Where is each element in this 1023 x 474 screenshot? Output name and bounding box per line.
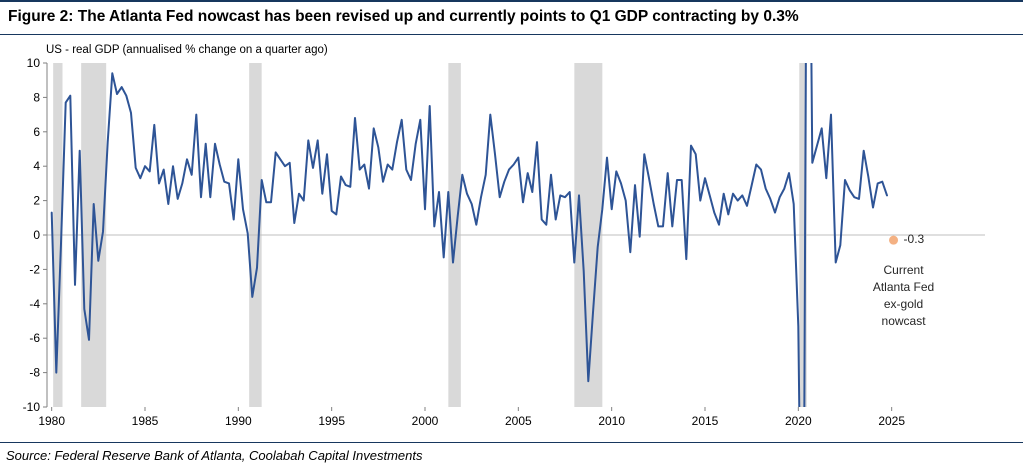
chart-subtitle: US - real GDP (annualised % change on a … bbox=[46, 44, 328, 56]
x-tick-label: 2000 bbox=[412, 414, 439, 428]
x-tick-label: 2025 bbox=[878, 414, 905, 428]
x-tick-label: 1995 bbox=[318, 414, 345, 428]
x-tick-label: 2015 bbox=[692, 414, 719, 428]
gdp-line-chart: -10 -8 -6 -4 -2 0 2 4 6 8 10 1980 1985 1990 1995 2000 20… bbox=[23, 56, 985, 428]
nowcast-dot bbox=[889, 235, 899, 245]
figure-title: Figure 2: The Atlanta Fed nowcast has be… bbox=[0, 0, 1023, 35]
x-tick-label: 1980 bbox=[38, 414, 65, 428]
y-tick-label: 8 bbox=[33, 90, 40, 104]
y-tick-label: -10 bbox=[23, 400, 41, 414]
y-tick-label: 2 bbox=[33, 194, 40, 208]
y-tick-label: 0 bbox=[33, 228, 40, 242]
y-tick-label: -8 bbox=[29, 366, 40, 380]
chart-area: US - real GDP (annualised % change on a … bbox=[0, 35, 1023, 442]
source-note: Source: Federal Reserve Bank of Atlanta,… bbox=[0, 442, 1023, 468]
y-tick-label: 4 bbox=[33, 159, 40, 173]
y-tick-label: -4 bbox=[29, 297, 40, 311]
x-tick-label: 2020 bbox=[785, 414, 812, 428]
y-tick-label: 6 bbox=[33, 125, 40, 139]
nowcast-annotation: Current Atlanta Fed ex-gold nowcast bbox=[872, 263, 935, 328]
x-tick-label: 1985 bbox=[132, 414, 159, 428]
x-tick-label: 1990 bbox=[225, 414, 252, 428]
y-tick-label: -2 bbox=[29, 262, 40, 276]
gdp-line bbox=[50, 63, 888, 407]
nowcast-value-label: -0.3 bbox=[903, 232, 925, 247]
x-tick-label: 2005 bbox=[505, 414, 532, 428]
y-tick-label: -6 bbox=[29, 331, 40, 345]
x-tick-label: 2010 bbox=[598, 414, 625, 428]
y-tick-label: 10 bbox=[27, 56, 41, 70]
